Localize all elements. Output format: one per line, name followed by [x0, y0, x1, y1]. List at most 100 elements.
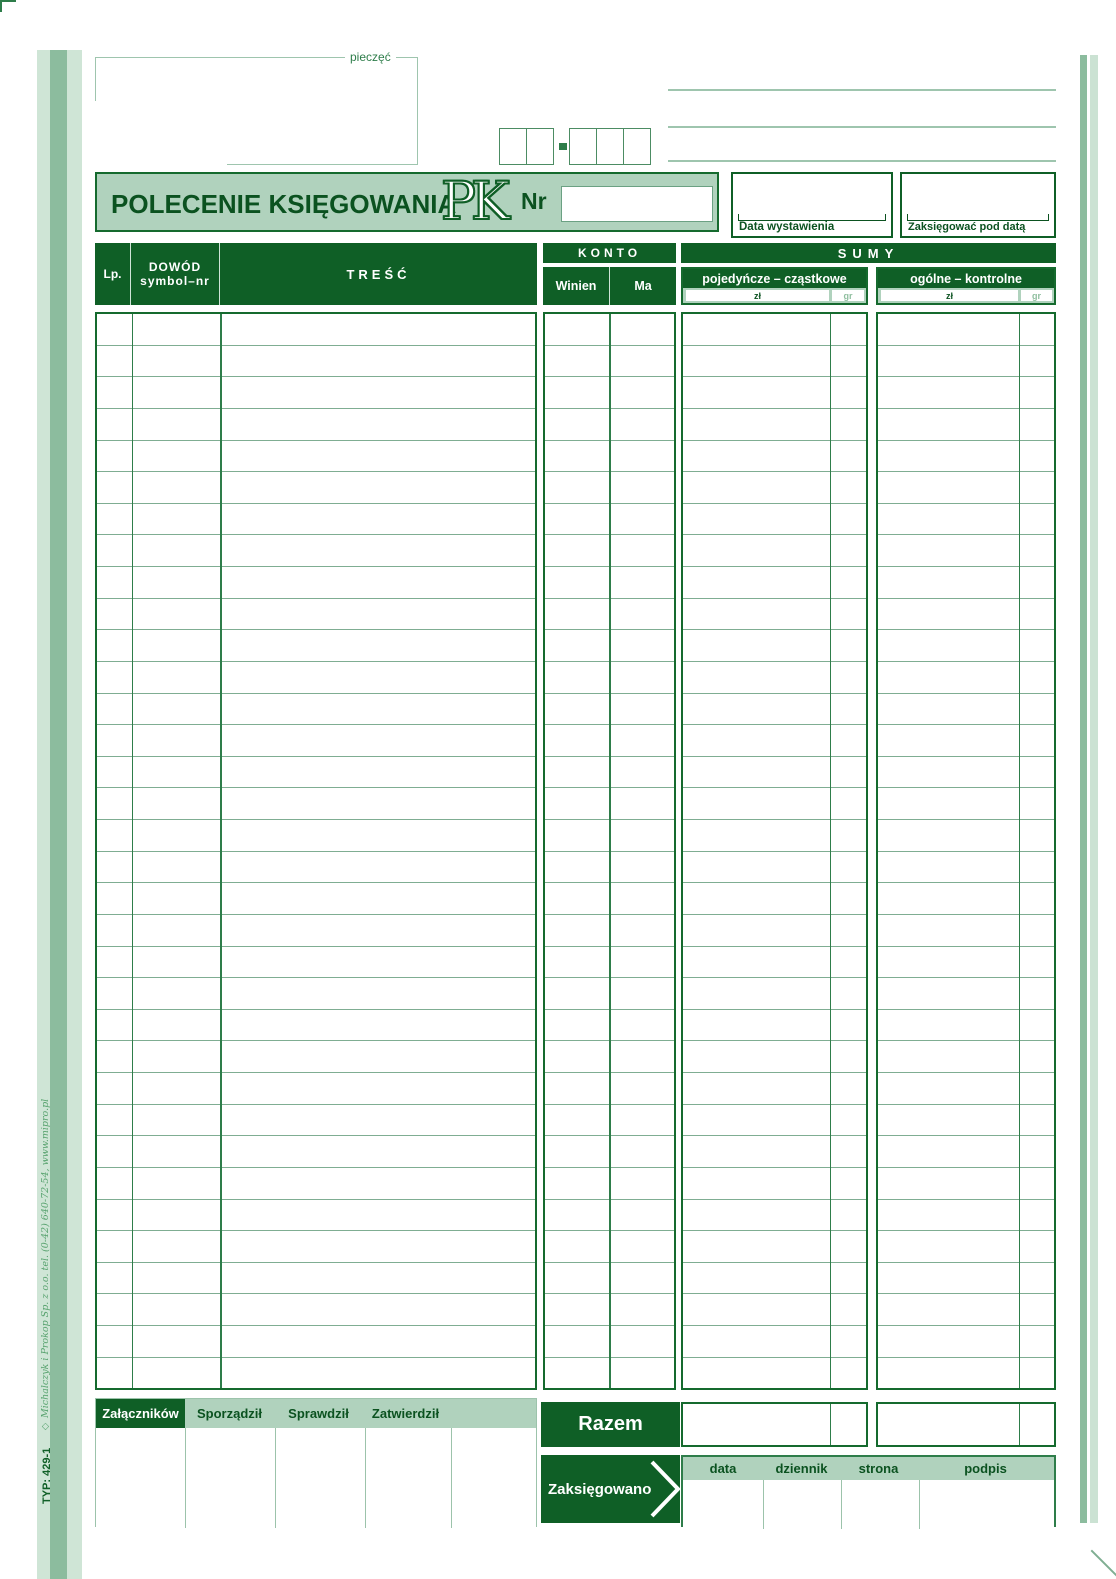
journal-table: data dziennik strona podpis — [681, 1455, 1056, 1529]
table-row — [683, 1136, 866, 1168]
table-row — [683, 1358, 866, 1389]
table-body-left — [95, 312, 537, 1390]
journal-data-cell — [683, 1480, 764, 1529]
table-row — [878, 978, 1054, 1010]
write-line — [668, 126, 1056, 128]
issue-date-bracket — [738, 214, 886, 221]
table-row — [683, 567, 866, 599]
table-body-konto — [543, 312, 676, 1390]
row-container — [683, 314, 866, 1388]
table-row — [878, 1136, 1054, 1168]
table-row — [683, 820, 866, 852]
table-row — [683, 757, 866, 789]
document-number-cells-right — [569, 128, 651, 165]
zl-label: zł — [881, 290, 1018, 301]
table-row — [97, 1200, 535, 1232]
table-row — [878, 1073, 1054, 1105]
table-row — [97, 978, 535, 1010]
winien-ma-divider — [609, 314, 611, 1388]
gr-divider — [1019, 314, 1020, 1388]
table-row — [878, 409, 1054, 441]
table-row — [97, 346, 535, 378]
table-row — [878, 883, 1054, 915]
form-code: PK — [440, 171, 511, 233]
table-row — [97, 1073, 535, 1105]
table-row — [683, 883, 866, 915]
table-row — [683, 1073, 866, 1105]
table-row — [97, 630, 535, 662]
journal-header-data: data — [709, 1461, 737, 1476]
table-row — [683, 978, 866, 1010]
corner-mark-top-left — [0, 0, 16, 2]
total-label-box: Razem — [541, 1402, 680, 1447]
column-header-ma: Ma — [634, 279, 652, 293]
journal-dziennik-cell — [764, 1480, 842, 1529]
table-row — [683, 599, 866, 631]
table-row — [97, 1326, 535, 1358]
signature-table: Załączników Sporządził Sprawdził Zatwier… — [95, 1398, 537, 1528]
table-row — [683, 725, 866, 757]
approved-header: Zatwierdził — [363, 1399, 448, 1428]
table-row — [878, 504, 1054, 536]
form-number-label: Nr — [521, 188, 547, 214]
table-row — [97, 314, 535, 346]
table-row — [97, 852, 535, 884]
table-row — [683, 662, 866, 694]
table-row — [97, 1294, 535, 1326]
left-edge-stripe — [37, 50, 82, 1579]
zl-label: zł — [686, 290, 829, 301]
table-row — [683, 409, 866, 441]
document-number-cells-left — [499, 128, 554, 165]
signature-body-row — [96, 1428, 536, 1528]
form-type-code: TYP: 429-1 — [41, 1447, 53, 1504]
journal-podpis-cell — [920, 1480, 1054, 1529]
signature-header-row: Załączników Sporządził Sprawdził Zatwier… — [96, 1399, 536, 1428]
table-row — [878, 1010, 1054, 1042]
write-line — [668, 89, 1056, 91]
total-sum-control-box — [876, 1402, 1056, 1447]
table-row — [97, 883, 535, 915]
table-row — [97, 409, 535, 441]
stamp-box-top-border — [95, 57, 418, 58]
checked-cell — [276, 1428, 366, 1528]
table-row — [97, 915, 535, 947]
issue-date-box: Data wystawienia — [731, 172, 893, 238]
stamp-box-right-border — [417, 57, 418, 165]
number-cell — [596, 128, 624, 165]
stamp-label: pieczęć — [345, 50, 396, 64]
table-row — [878, 599, 1054, 631]
table-row — [97, 947, 535, 979]
publisher-imprint: ◇ Michalczyk i Prokop Sp. z o.o. tel. (0… — [40, 1098, 51, 1432]
table-row — [683, 694, 866, 726]
gr-label: gr — [1021, 290, 1052, 301]
table-row — [878, 377, 1054, 409]
table-row — [878, 1168, 1054, 1200]
right-edge-stripe — [1080, 55, 1098, 1523]
lp-column-divider — [132, 314, 133, 1388]
posting-date-bracket — [907, 214, 1049, 221]
table-row — [878, 441, 1054, 473]
table-row — [683, 1231, 866, 1263]
attachments-cell — [96, 1428, 186, 1528]
journal-body-row — [683, 1480, 1054, 1529]
table-row — [878, 725, 1054, 757]
table-row — [683, 1010, 866, 1042]
table-body-sumy-partial — [681, 312, 868, 1390]
form-number-input — [561, 186, 713, 222]
row-container — [878, 314, 1054, 1388]
journal-header-row: data dziennik strona podpis — [683, 1457, 1054, 1480]
table-row — [683, 377, 866, 409]
table-row — [683, 535, 866, 567]
column-header-lp: Lp. — [95, 243, 131, 305]
dowod-column-divider — [220, 314, 222, 1388]
table-row — [683, 788, 866, 820]
total-sum-partial-box — [681, 1402, 868, 1447]
stamp-box-left-border — [95, 57, 96, 101]
table-row — [97, 599, 535, 631]
table-row — [683, 472, 866, 504]
table-row — [97, 820, 535, 852]
table-row — [683, 346, 866, 378]
table-row — [878, 567, 1054, 599]
table-row — [878, 1294, 1054, 1326]
table-row — [683, 314, 866, 346]
